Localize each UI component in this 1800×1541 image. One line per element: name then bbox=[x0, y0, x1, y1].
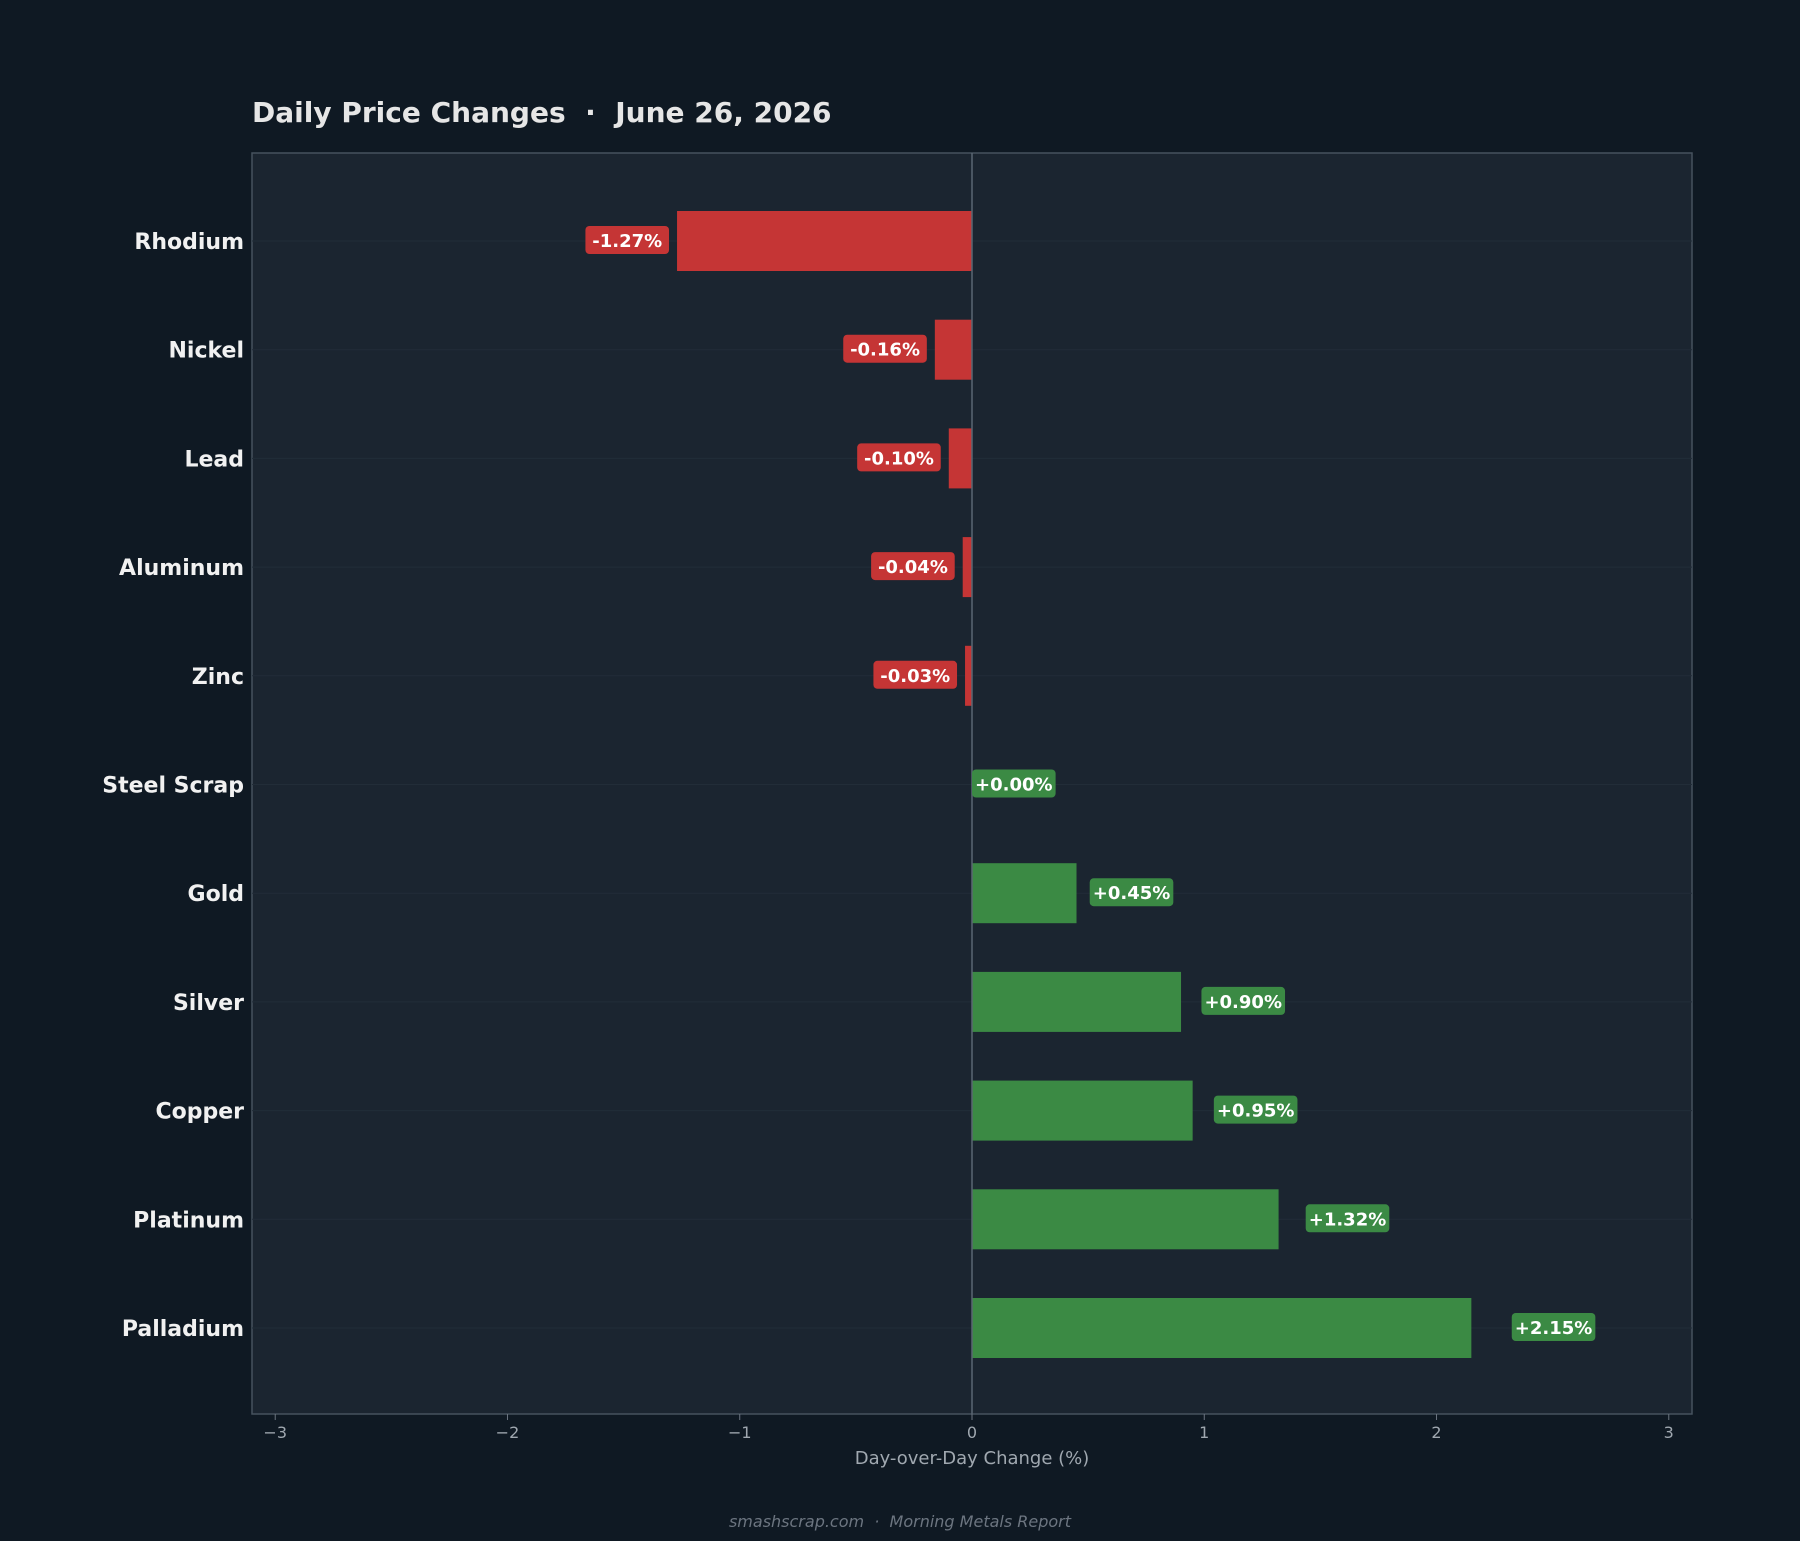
bar-zinc bbox=[965, 646, 972, 706]
x-tick-label: 3 bbox=[1664, 1423, 1674, 1442]
bar-palladium bbox=[972, 1298, 1471, 1358]
value-label-text: +0.45% bbox=[1093, 883, 1171, 904]
value-label: +0.90% bbox=[1201, 987, 1285, 1015]
value-label: +0.45% bbox=[1090, 878, 1174, 906]
x-tick-label: −2 bbox=[496, 1423, 520, 1442]
x-tick-label: −1 bbox=[728, 1423, 752, 1442]
value-label-text: -0.04% bbox=[878, 557, 948, 578]
category-label: Palladium bbox=[122, 1317, 244, 1342]
x-tick-label: 1 bbox=[1199, 1423, 1209, 1442]
value-label: -0.04% bbox=[871, 552, 955, 580]
x-tick-label: 2 bbox=[1431, 1423, 1441, 1442]
value-label-text: +0.95% bbox=[1217, 1101, 1295, 1122]
bar-silver bbox=[972, 972, 1181, 1032]
category-label: Nickel bbox=[169, 339, 245, 364]
bar-aluminum bbox=[963, 537, 972, 597]
category-label: Platinum bbox=[133, 1208, 244, 1233]
value-label-text: +0.00% bbox=[975, 775, 1053, 796]
bar-lead bbox=[949, 428, 972, 488]
category-label: Zinc bbox=[192, 665, 244, 690]
value-label-text: -1.27% bbox=[592, 231, 662, 252]
value-label: -0.16% bbox=[843, 335, 927, 363]
category-label: Copper bbox=[155, 1100, 244, 1125]
bar-copper bbox=[972, 1081, 1193, 1141]
x-tick-label: 0 bbox=[967, 1423, 977, 1442]
category-label: Steel Scrap bbox=[102, 774, 244, 799]
value-label: -0.10% bbox=[857, 443, 941, 471]
value-label: +1.32% bbox=[1306, 1204, 1390, 1232]
x-tick-label: −3 bbox=[263, 1423, 287, 1442]
category-label: Rhodium bbox=[134, 230, 244, 255]
value-label: +2.15% bbox=[1512, 1313, 1596, 1341]
bar-nickel bbox=[935, 320, 972, 380]
value-label: +0.95% bbox=[1214, 1096, 1298, 1124]
value-label: -1.27% bbox=[585, 226, 669, 254]
category-label: Lead bbox=[184, 447, 244, 472]
value-label-text: -0.16% bbox=[850, 340, 920, 361]
value-label-text: +1.32% bbox=[1309, 1209, 1387, 1230]
x-axis-label: Day-over-Day Change (%) bbox=[855, 1448, 1090, 1469]
category-label: Aluminum bbox=[119, 556, 244, 581]
value-label-text: -0.10% bbox=[864, 448, 934, 469]
value-label-text: -0.03% bbox=[880, 666, 950, 687]
bar-rhodium bbox=[677, 211, 972, 271]
bar-platinum bbox=[972, 1189, 1279, 1249]
category-label: Silver bbox=[173, 991, 244, 1016]
bar-gold bbox=[972, 863, 1077, 923]
value-label-text: +2.15% bbox=[1515, 1318, 1593, 1339]
value-label-text: +0.90% bbox=[1204, 992, 1282, 1013]
category-label: Gold bbox=[188, 882, 244, 907]
chart-title: Daily Price Changes · June 26, 2026 bbox=[252, 96, 832, 129]
value-label: -0.03% bbox=[873, 661, 957, 689]
value-label: +0.00% bbox=[972, 770, 1056, 798]
footer-source: smashscrap.com · Morning Metals Report bbox=[729, 1512, 1072, 1531]
